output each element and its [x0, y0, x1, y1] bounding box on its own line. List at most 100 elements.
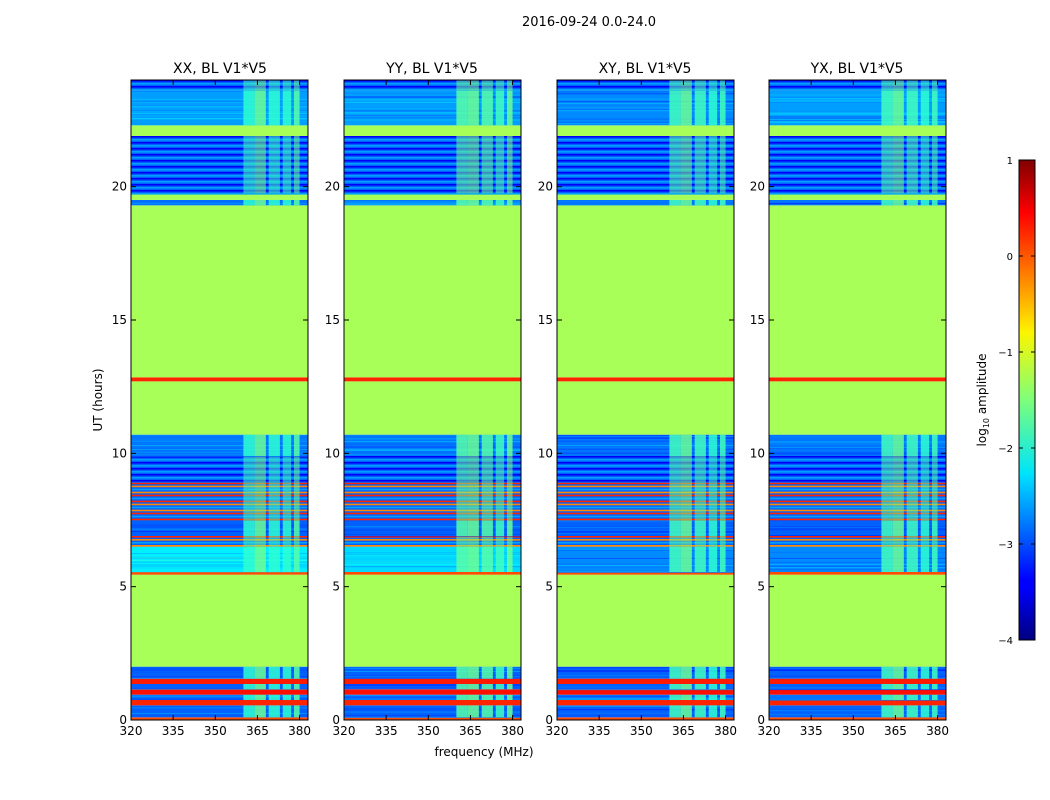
channel-band — [243, 456, 255, 483]
noise-streak — [131, 98, 308, 100]
noise-streak — [131, 434, 308, 436]
noise-streak — [557, 103, 734, 105]
noise-streak — [131, 698, 308, 700]
noise-streak — [769, 100, 946, 102]
channel-band — [892, 520, 904, 536]
time-band — [131, 381, 308, 435]
time-band — [344, 520, 521, 536]
noise-streak — [344, 677, 521, 679]
channel-band — [931, 520, 938, 536]
noise-streak — [557, 435, 734, 437]
time-band — [557, 700, 734, 706]
rfi-line — [557, 500, 734, 503]
channel-band — [293, 684, 300, 690]
rfi-line — [131, 163, 308, 165]
noise-streak — [131, 99, 308, 101]
rfi-line — [344, 512, 521, 515]
channel-band — [881, 456, 893, 483]
noise-streak — [344, 520, 521, 522]
channel-band — [920, 705, 930, 718]
rfi-line — [557, 459, 734, 461]
channel-band — [481, 694, 493, 700]
channel-band — [669, 90, 681, 126]
channel-band — [708, 684, 718, 690]
channel-band — [892, 666, 904, 679]
rfi-line — [557, 465, 734, 467]
rfi-line — [131, 515, 308, 518]
rfi-line — [769, 494, 946, 497]
noise-streak — [769, 436, 946, 438]
noise-streak — [344, 446, 521, 448]
rfi-line — [557, 187, 734, 189]
noise-streak — [769, 525, 946, 527]
noise-streak — [344, 716, 521, 718]
channel-band — [719, 666, 726, 679]
noise-streak — [557, 670, 734, 672]
noise-streak — [344, 565, 521, 567]
noise-streak — [769, 565, 946, 567]
channel-band — [282, 666, 292, 679]
rfi-line — [557, 482, 734, 485]
rfi-line — [131, 86, 308, 88]
noise-streak — [131, 115, 308, 117]
channel-band — [680, 536, 692, 547]
channel-band — [892, 200, 904, 206]
time-band — [557, 694, 734, 700]
channel-band — [881, 80, 893, 91]
rfi-line — [344, 539, 521, 541]
noise-streak — [131, 451, 308, 453]
noise-streak — [769, 444, 946, 446]
rfi-line — [344, 160, 521, 162]
channel-band — [268, 546, 280, 572]
time-band — [769, 684, 946, 690]
time-band — [557, 572, 734, 575]
noise-streak — [131, 671, 308, 673]
channel-band — [481, 456, 493, 483]
channel-band — [467, 200, 479, 206]
channel-band — [495, 705, 505, 718]
x-tick-label: 350 — [417, 724, 440, 738]
y-tick-label: 0 — [757, 713, 765, 727]
axes-frame — [130, 79, 309, 721]
channel-band — [282, 90, 292, 126]
channel-band — [920, 456, 930, 483]
channel-band — [243, 434, 255, 456]
channel-band — [282, 434, 292, 456]
time-band — [557, 381, 734, 435]
time-band — [344, 684, 521, 690]
channel-band — [694, 80, 706, 91]
noise-streak — [344, 714, 521, 716]
noise-streak — [769, 94, 946, 96]
noise-streak — [131, 455, 308, 457]
rfi-line — [131, 172, 308, 174]
noise-streak — [769, 113, 946, 115]
noise-streak — [769, 561, 946, 563]
noise-streak — [131, 668, 308, 670]
rfi-line — [769, 512, 946, 515]
channel-band — [495, 434, 505, 456]
channel-band — [719, 684, 726, 690]
channel-band — [506, 520, 513, 536]
noise-streak — [557, 449, 734, 451]
channel-band — [282, 684, 292, 690]
rfi-line — [344, 471, 521, 473]
noise-streak — [557, 563, 734, 565]
rfi-line — [557, 462, 734, 464]
rfi-line — [769, 166, 946, 168]
colorbar-tick-label: −2 — [998, 444, 1013, 455]
rfi-line — [557, 536, 734, 538]
channel-band — [481, 546, 493, 572]
noise-streak — [557, 437, 734, 439]
channel-band — [506, 482, 513, 520]
rfi-line — [769, 136, 946, 138]
time-band — [131, 700, 308, 706]
noise-streak — [344, 110, 521, 112]
y-tick-label: 5 — [332, 580, 340, 594]
noise-streak — [769, 520, 946, 522]
noise-streak — [557, 675, 734, 677]
noise-streak — [131, 697, 308, 699]
channel-band — [243, 482, 255, 520]
channel-band — [254, 136, 266, 194]
channel-band — [481, 666, 493, 679]
noise-streak — [557, 109, 734, 111]
